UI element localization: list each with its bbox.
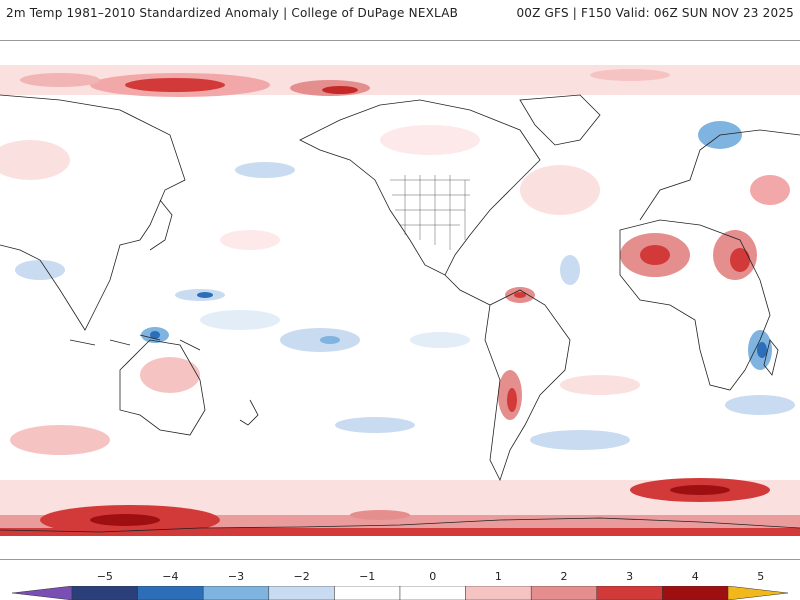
colorbar-tick-label: −3: [227, 570, 245, 583]
colorbar: −5 −4 −3 −2 −1 0 1 2 3 4 5: [0, 570, 800, 600]
colorbar-tick-label: 4: [691, 570, 699, 583]
map-background: [0, 40, 800, 560]
greenland-outline: [519, 94, 601, 146]
colorbar-high-extension: [727, 586, 788, 600]
map-title: 2m Temp 1981–2010 Standardized Anomaly |…: [6, 6, 459, 20]
japan-outline: [149, 199, 173, 251]
colorbar-bin: [399, 586, 466, 600]
europe-outline: [639, 129, 800, 221]
colorbar-tick-label: −5: [96, 570, 113, 583]
colorbar-bin: [202, 586, 270, 600]
map-frame-bottom: [0, 559, 800, 560]
madagascar-outline: [763, 339, 779, 376]
africa-outline: [619, 219, 771, 391]
colorbar-bin: [137, 586, 204, 600]
colorbar-bin: [334, 586, 401, 600]
map-svg: [0, 40, 800, 560]
colorbar-tick-label: −1: [359, 570, 376, 583]
indonesia-outline: [69, 334, 201, 351]
map-frame-top: [0, 40, 800, 41]
run-info: 00Z GFS | F150 Valid: 06Z SUN NOV 23 202…: [516, 6, 794, 20]
colorbar-tick-label: −2: [293, 570, 310, 583]
colorbar-scale: [12, 586, 788, 600]
warm-anomaly-patches: [0, 125, 790, 455]
asia-outline: [0, 94, 186, 331]
colorbar-bin: [662, 586, 729, 600]
colorbar-bin: [71, 586, 138, 600]
colorbar-tick-label: 1: [494, 570, 502, 583]
title-bar: 2m Temp 1981–2010 Standardized Anomaly |…: [0, 0, 800, 26]
colorbar-bin: [268, 586, 335, 600]
colorbar-tick-label: 3: [626, 570, 634, 583]
us-state-borders: [390, 175, 470, 250]
colorbar-tick-label: −4: [162, 570, 179, 583]
south-america-outline: [484, 289, 571, 482]
colorbar-bin: [596, 586, 663, 600]
north-america-outline: [299, 99, 541, 276]
australia-outline: [119, 339, 206, 436]
central-america-outline: [444, 274, 491, 306]
colorbar-tick-label: 0: [429, 570, 437, 583]
colorbar-low-extension: [12, 586, 73, 600]
colorbar-bin: [530, 586, 598, 600]
coastlines: [0, 94, 800, 533]
colorbar-bin: [465, 586, 532, 600]
colorbar-tick-label: 2: [560, 570, 568, 583]
antarctic-anomaly-shading: [0, 478, 800, 560]
cool-anomaly-patches: [15, 121, 795, 450]
new-zealand-outline: [239, 399, 259, 426]
colorbar-tick-label: 5: [757, 570, 765, 583]
antarctica-outline: [0, 517, 800, 533]
anomaly-map: [0, 40, 800, 560]
arctic-anomaly-shading: [0, 65, 800, 97]
